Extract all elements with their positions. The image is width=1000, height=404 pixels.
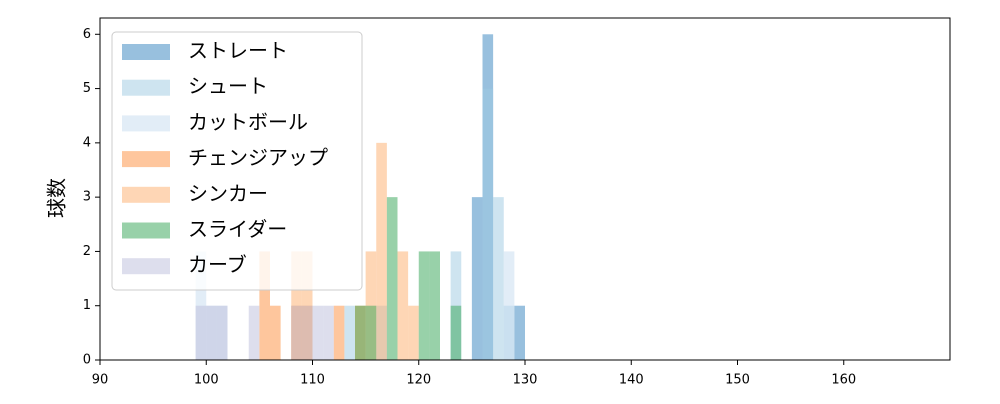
x-tick-label: 140 xyxy=(619,373,644,388)
bar xyxy=(429,251,440,360)
y-tick-label: 1 xyxy=(83,298,91,313)
x-tick-label: 150 xyxy=(725,373,750,388)
legend-label: シュート xyxy=(188,74,268,98)
y-tick-label: 3 xyxy=(83,190,91,205)
bar xyxy=(365,305,377,360)
bar xyxy=(301,305,313,360)
bar xyxy=(482,88,494,361)
bar xyxy=(323,305,334,360)
x-tick-label: 90 xyxy=(92,373,109,388)
x-tick-label: 110 xyxy=(300,373,325,388)
legend-swatch xyxy=(122,222,170,239)
bar xyxy=(248,305,260,360)
bar xyxy=(493,197,504,360)
bar xyxy=(376,142,387,360)
bar xyxy=(270,305,281,360)
legend-box xyxy=(111,31,363,291)
bar xyxy=(503,251,515,360)
legend-swatch xyxy=(122,186,170,203)
bar xyxy=(408,305,419,360)
legend-label: ストレート xyxy=(188,39,288,63)
bar xyxy=(386,197,398,360)
legend-label: カットボール xyxy=(188,110,308,134)
legend-swatch xyxy=(122,151,170,168)
y-tick-label: 5 xyxy=(83,81,91,96)
bar xyxy=(355,305,366,360)
bar xyxy=(450,305,462,360)
legend-label: カーブ xyxy=(188,253,247,277)
bar xyxy=(312,305,324,360)
bar xyxy=(344,305,355,360)
bar xyxy=(259,251,270,360)
x-tick-label: 160 xyxy=(831,373,856,388)
legend-label: シンカー xyxy=(188,181,268,205)
y-axis-label: 球数 xyxy=(45,178,69,218)
y-tick-label: 6 xyxy=(83,27,91,42)
legend-label: チェンジアップ xyxy=(188,146,328,170)
bar xyxy=(418,251,430,360)
bar xyxy=(471,197,483,360)
legend-label: スライダー xyxy=(188,217,287,241)
bar xyxy=(514,305,525,360)
bar xyxy=(216,305,228,360)
y-tick-label: 4 xyxy=(83,135,91,150)
y-tick-label: 2 xyxy=(83,244,91,259)
y-tick-label: 0 xyxy=(83,353,91,368)
x-tick-label: 100 xyxy=(194,373,219,388)
bar xyxy=(195,305,207,360)
x-tick-label: 120 xyxy=(406,373,431,388)
bar xyxy=(397,251,409,360)
legend-swatch xyxy=(122,258,170,275)
legend-swatch xyxy=(122,115,170,132)
bar xyxy=(206,305,217,360)
bar xyxy=(291,305,302,360)
bar xyxy=(333,305,345,360)
legend-swatch xyxy=(122,44,170,60)
legend-swatch xyxy=(122,79,170,96)
x-tick-label: 130 xyxy=(513,373,538,388)
